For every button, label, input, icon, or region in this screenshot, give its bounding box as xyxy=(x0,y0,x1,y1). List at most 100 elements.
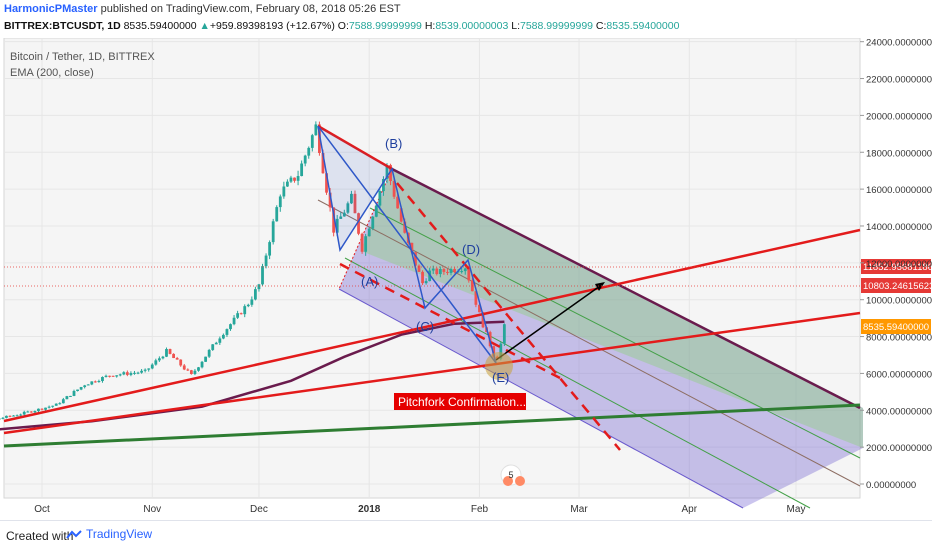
candle-body xyxy=(19,414,23,416)
candle-body xyxy=(108,375,111,377)
candle-body xyxy=(229,324,232,330)
pitchfork-outer-zone xyxy=(339,169,863,508)
last-price: 8535.59400000 xyxy=(123,20,197,32)
candle-body xyxy=(5,415,8,418)
price-chart[interactable]: (A) (B) (C) (D) (E) 11852.95681186 10803.2461… xyxy=(0,38,932,520)
pitchfork-zones xyxy=(339,169,863,508)
candle-body xyxy=(129,373,133,375)
candle-body xyxy=(463,268,467,272)
candle-body xyxy=(8,415,12,417)
candle-body xyxy=(460,271,464,273)
harmonic-pattern-fill xyxy=(318,126,392,250)
support-line xyxy=(3,403,861,448)
x-tick-label: Mar xyxy=(570,504,588,515)
candle-body xyxy=(339,216,343,219)
trend-lines xyxy=(3,124,861,451)
pattern-labels: (A) (B) (C) (D) (E) xyxy=(361,136,509,385)
candle-body xyxy=(293,177,296,181)
y-tick-label: 24000.00000000 xyxy=(866,38,932,49)
y-tick-label: 12000.00000000 xyxy=(866,259,932,270)
candle-body xyxy=(289,177,293,182)
annotation-box[interactable]: Pitchfork Confirmation... xyxy=(394,393,526,410)
candle-body xyxy=(214,342,218,345)
candle-body xyxy=(350,193,353,204)
author-link[interactable]: HarmonicPMaster xyxy=(4,3,98,15)
candle-body xyxy=(253,289,257,300)
candle-body xyxy=(37,408,40,412)
candle-body xyxy=(353,193,357,214)
tradingview-link[interactable]: TradingView xyxy=(66,527,152,541)
candle-body xyxy=(367,228,371,237)
trend-line-upper xyxy=(3,228,861,423)
candle-body xyxy=(399,208,403,222)
y-tick-label: 2000.00000000 xyxy=(866,443,932,454)
y-tick-label: 6000.00000000 xyxy=(866,369,932,380)
candle-body xyxy=(83,385,87,388)
candle-body xyxy=(86,384,90,386)
dashed-trend-line xyxy=(339,262,561,380)
candle-body xyxy=(12,415,15,417)
pattern-point-label: (C) xyxy=(416,319,434,334)
publish-line: HarmonicPMaster published on TradingView… xyxy=(4,3,401,15)
harmonic-pattern xyxy=(317,125,513,380)
low-label: L: xyxy=(511,20,520,32)
candle-body xyxy=(499,343,503,359)
candle-body xyxy=(147,368,151,370)
candle-body xyxy=(161,356,165,359)
candle-body xyxy=(133,372,136,374)
y-tick-label: 14000.00000000 xyxy=(866,222,932,233)
candle-body xyxy=(165,349,168,357)
price-level-tag[interactable] xyxy=(861,319,931,334)
event-badge[interactable]: 5 xyxy=(500,464,525,486)
candle-body xyxy=(186,369,190,371)
tradingview-brand: TradingView xyxy=(86,527,153,541)
candle-body xyxy=(307,147,311,156)
candle-body xyxy=(221,334,225,339)
candle-body xyxy=(300,163,304,177)
candle-body xyxy=(453,269,456,272)
candle-body xyxy=(104,375,108,378)
candle-body xyxy=(282,186,286,197)
candle-body xyxy=(389,165,392,182)
candle-body xyxy=(54,403,58,406)
candle-body xyxy=(76,389,79,392)
candle-body xyxy=(357,213,360,234)
trend-line-lower xyxy=(3,311,861,435)
candle-body xyxy=(268,242,272,256)
candle-body xyxy=(346,203,350,213)
y-tick-label: 18000.00000000 xyxy=(866,148,932,159)
x-tick-label: 2018 xyxy=(358,504,381,515)
close-label: C: xyxy=(595,20,607,32)
candle-body xyxy=(431,268,435,271)
candle-body xyxy=(371,216,375,229)
price-level-tag[interactable] xyxy=(861,259,931,274)
price-level-tag[interactable] xyxy=(861,278,931,293)
chart-header: HarmonicPMaster published on TradingView… xyxy=(0,0,932,36)
high-label: H: xyxy=(424,20,436,32)
legend-box: Bitcoin / Tether, 1D, BITTREX EMA (200, … xyxy=(10,51,155,79)
candle-body xyxy=(424,281,428,284)
candle-body xyxy=(136,372,140,374)
candle-body xyxy=(232,317,236,325)
candle-body xyxy=(225,329,229,335)
candle-body xyxy=(72,391,76,396)
pitchfork-lower-line xyxy=(338,288,744,509)
ohlc-line: BITTREX:BTCUSDT, 1D 8535.59400000 ▲+959.… xyxy=(4,20,679,32)
candle-body xyxy=(61,399,65,404)
y-tick-label: 20000.00000000 xyxy=(866,111,932,122)
candle-body xyxy=(118,374,122,376)
dashed-trend-line xyxy=(396,182,621,451)
candle-body xyxy=(239,313,243,315)
candle-body xyxy=(47,406,51,408)
open-value: 7588.99999999 xyxy=(348,20,422,32)
symbol-label: BITTREX:BTCUSDT, 1D xyxy=(4,20,121,32)
candle-body xyxy=(449,269,453,273)
pattern-point-label: (E) xyxy=(492,370,509,385)
candle-body xyxy=(360,233,364,252)
close-value: 8535.59400000 xyxy=(606,20,680,32)
up-arrow-icon: ▲ xyxy=(199,20,210,32)
annotation-background xyxy=(394,393,526,410)
candle-body xyxy=(115,375,119,377)
time-axis[interactable]: Oct Nov Dec 2018 Feb Mar Apr May xyxy=(34,504,805,515)
price-axis[interactable]: 0.00000000 2000.00000000 4000.00000000 6000… xyxy=(860,38,932,491)
